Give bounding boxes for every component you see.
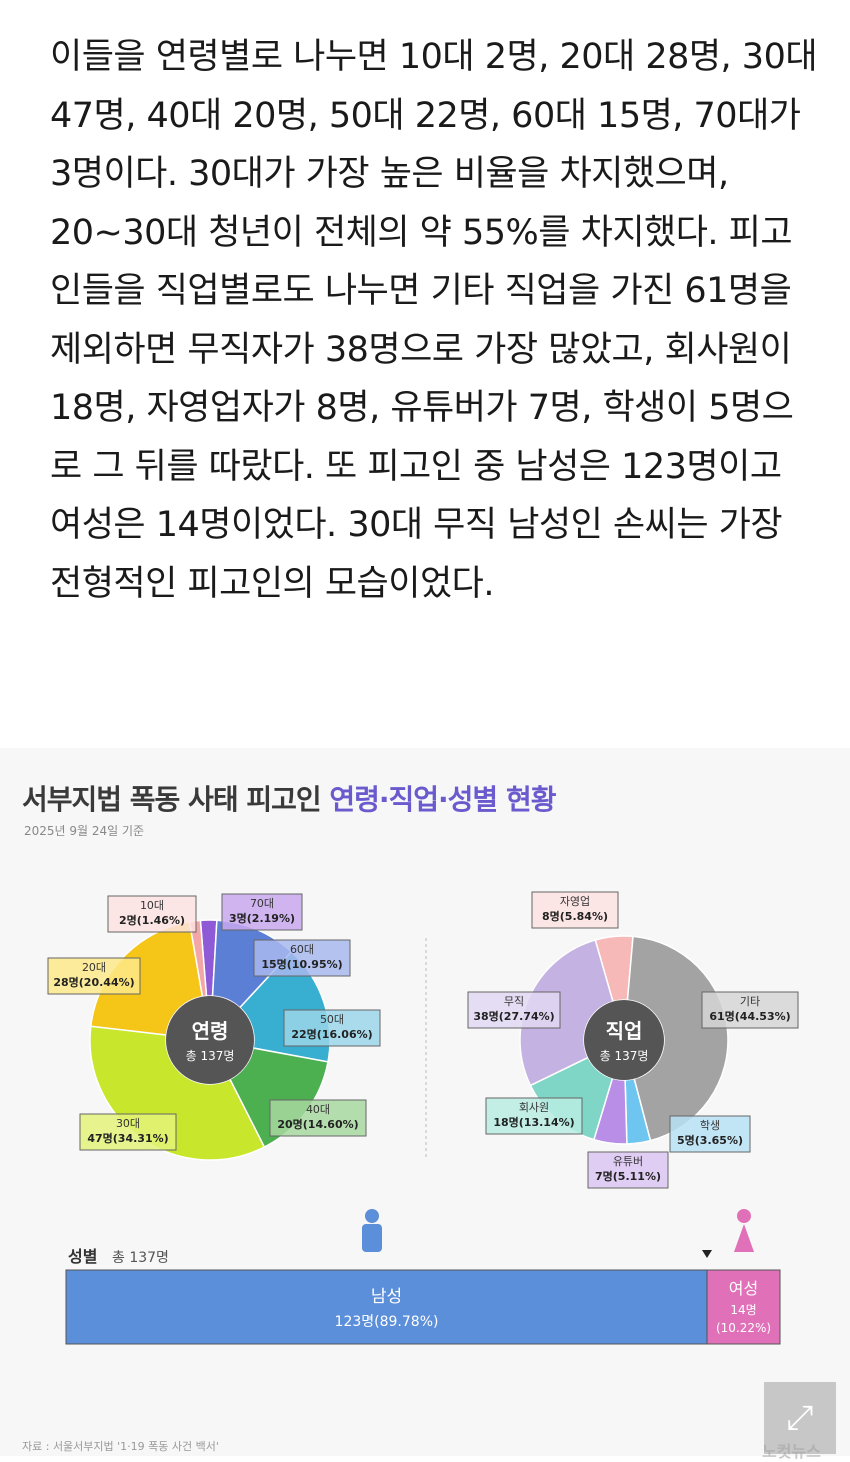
age-0-label-box — [107, 895, 197, 933]
age-center-circle — [166, 996, 254, 1084]
gender-title: 성별 — [68, 1247, 97, 1266]
age-3-label-box — [269, 1099, 367, 1137]
age-center-sub: 총 137명 — [186, 1049, 235, 1063]
gender-male-name: 남성 — [371, 1287, 402, 1307]
age-6-label-box — [221, 893, 303, 931]
infographic-date: 2025년 9월 24일 기준 — [24, 824, 145, 838]
age-2-label-value: 47명(34.31%) — [87, 1131, 168, 1145]
job-3-label-box — [587, 1151, 669, 1189]
gender-male-value: 123명(89.78%) — [335, 1314, 439, 1330]
male-person-icon-body — [362, 1224, 382, 1252]
job-1-label-value: 61명(44.53%) — [709, 1009, 790, 1023]
age-2-label-box — [79, 1113, 177, 1151]
gender-subtitle: 총 137명 — [112, 1250, 169, 1266]
age-center-label: 연령 — [192, 1019, 229, 1043]
job-0-label-value: 8명(5.84%) — [542, 909, 608, 923]
age-3-label-name: 40대 — [306, 1103, 330, 1116]
gender-bar-male — [65, 1269, 708, 1345]
source-note: 자료 : 서울서부지법 '1·19 폭동 사건 백서' — [22, 1440, 219, 1453]
job-0-label-name: 자영업 — [560, 895, 590, 908]
article-paragraph: 이들을 연령별로 나누면 10대 2명, 20대 28명, 30대 47명, 4… — [50, 37, 818, 604]
job-center-label: 직업 — [606, 1019, 643, 1043]
age-1-label-value: 28명(20.44%) — [53, 975, 134, 989]
job-center-sub: 총 137명 — [600, 1049, 649, 1063]
job-1-label-box — [701, 991, 799, 1029]
age-5-label-box — [253, 939, 351, 977]
article-body: 이들을 연령별로 나누면 10대 2명, 20대 28명, 30대 47명, 4… — [50, 28, 820, 613]
age-0-label-name: 10대 — [140, 899, 164, 912]
job-1-label-name: 기타 — [740, 995, 760, 1008]
age-4-label-value: 22명(16.06%) — [291, 1027, 372, 1041]
male-person-icon — [365, 1209, 379, 1223]
job-3-label-name: 유튜버 — [613, 1155, 643, 1168]
job-2-label-box — [669, 1115, 751, 1153]
age-1-label-name: 20대 — [82, 961, 106, 974]
age-0-label-value: 2명(1.46%) — [119, 913, 185, 927]
gender-female-pct: (10.22%) — [716, 1321, 771, 1335]
title-accent: 연령·직업·성별 현황 — [329, 783, 556, 816]
infographic-title: 서부지법 폭동 사태 피고인 연령·직업·성별 현황 — [22, 778, 556, 818]
divider-marker-icon — [702, 1250, 712, 1258]
job-4-label-value: 18명(13.14%) — [493, 1115, 574, 1129]
job-5-label-name: 무직 — [504, 995, 524, 1008]
age-4-label-name: 50대 — [320, 1013, 344, 1026]
job-2-label-name: 학생 — [700, 1119, 720, 1132]
job-3-label-value: 7명(5.11%) — [595, 1169, 661, 1183]
age-5-label-value: 15명(10.95%) — [261, 957, 342, 971]
job-5-label-box — [467, 991, 561, 1029]
female-person-icon — [737, 1209, 751, 1223]
age-5-label-name: 60대 — [290, 943, 314, 956]
job-0-label-box — [531, 891, 619, 929]
infographic: 서부지법 폭동 사태 피고인 연령·직업·성별 현황 2025년 9월 24일 … — [0, 748, 850, 1461]
female-person-icon-body — [734, 1224, 754, 1252]
job-2-label-value: 5명(3.65%) — [677, 1133, 743, 1147]
job-5-label-value: 38명(27.74%) — [473, 1009, 554, 1023]
gender-bar-female — [706, 1269, 781, 1345]
gender-female-count: 14명 — [730, 1303, 756, 1317]
job-4-label-name: 회사원 — [519, 1101, 549, 1114]
expand-icon[interactable]: ⤢ — [764, 1382, 836, 1454]
age-6-label-value: 3명(2.19%) — [229, 911, 295, 925]
age-4-label-box — [283, 1009, 381, 1047]
gender-female-name: 여성 — [729, 1279, 758, 1298]
title-main: 서부지법 폭동 사태 피고인 — [22, 783, 330, 816]
age-2-label-name: 30대 — [116, 1117, 140, 1130]
job-center-circle — [584, 1000, 664, 1080]
job-4-label-box — [485, 1097, 583, 1135]
age-6-label-name: 70대 — [250, 897, 274, 910]
age-1-label-box — [47, 957, 141, 995]
age-3-label-value: 20명(14.60%) — [277, 1117, 358, 1131]
